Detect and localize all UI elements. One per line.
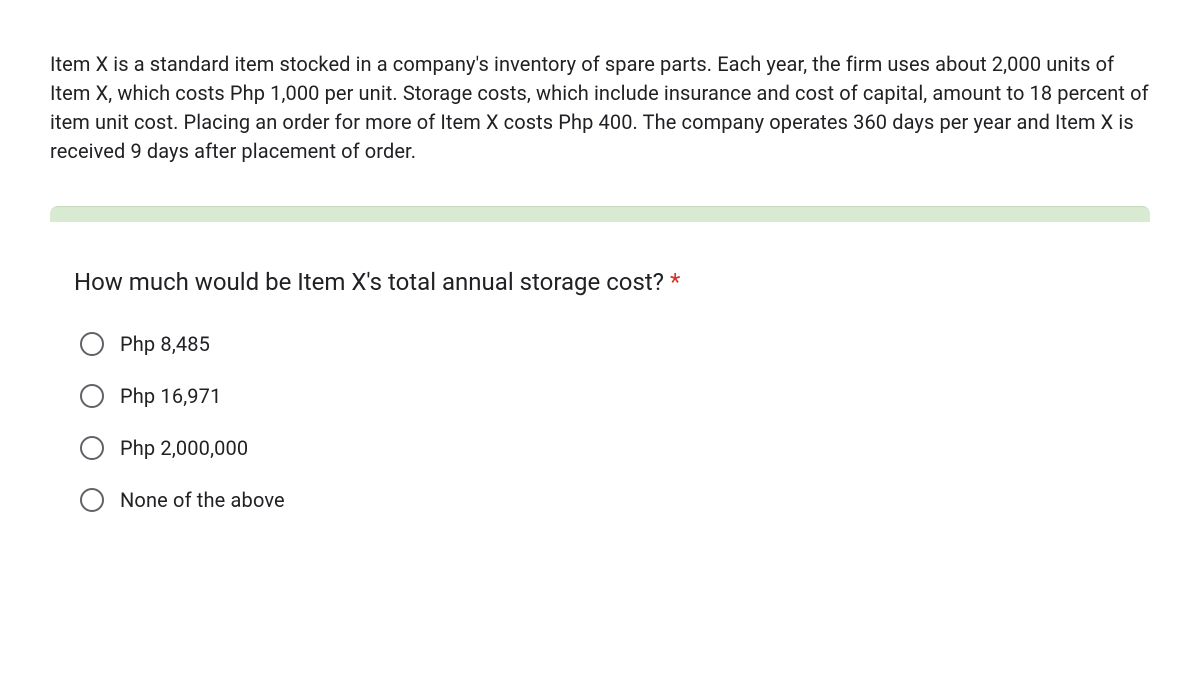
question-block: How much would be Item X's total annual … <box>50 268 1150 512</box>
radio-option-2[interactable]: Php 16,971 <box>80 384 1126 408</box>
radio-option-3[interactable]: Php 2,000,000 <box>80 436 1126 460</box>
question-label: How much would be Item X's total annual … <box>74 268 664 296</box>
required-asterisk: * <box>670 268 680 296</box>
option-label: Php 2,000,000 <box>120 436 248 460</box>
radio-icon <box>80 384 104 408</box>
intro-block: Item X is a standard item stocked in a c… <box>50 50 1150 166</box>
question-text: How much would be Item X's total annual … <box>74 268 1126 296</box>
radio-icon <box>80 436 104 460</box>
options-group: Php 8,485 Php 16,971 Php 2,000,000 None … <box>74 332 1126 512</box>
radio-icon <box>80 488 104 512</box>
option-label: None of the above <box>120 488 285 512</box>
radio-option-4[interactable]: None of the above <box>80 488 1126 512</box>
option-label: Php 16,971 <box>120 384 221 408</box>
radio-option-1[interactable]: Php 8,485 <box>80 332 1126 356</box>
radio-icon <box>80 332 104 356</box>
option-label: Php 8,485 <box>120 332 210 356</box>
section-divider <box>50 206 1150 222</box>
intro-text: Item X is a standard item stocked in a c… <box>50 50 1150 166</box>
